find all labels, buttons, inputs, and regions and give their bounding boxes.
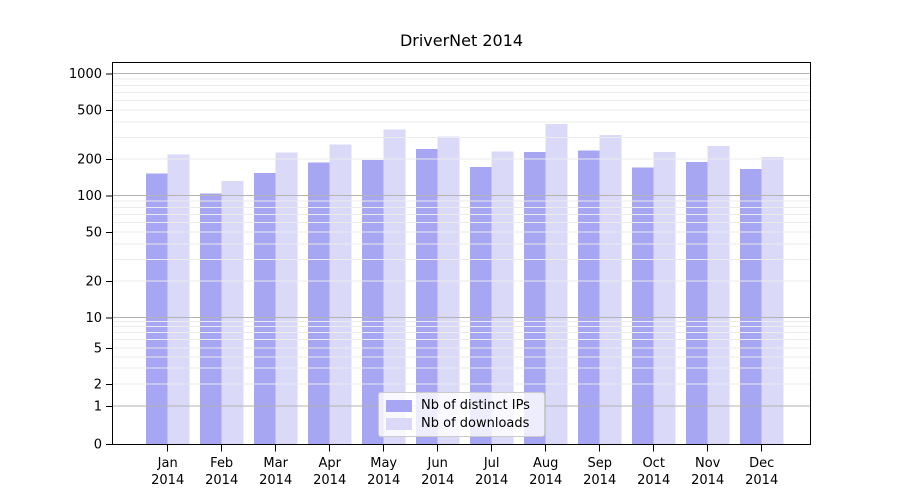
legend-label-distinct-ips: Nb of distinct IPs	[421, 398, 530, 413]
bar-nb-of-downloads-apr-2014	[329, 144, 352, 445]
chart-title: DriverNet 2014	[399, 31, 524, 50]
bar-nb-of-distinct-ips-may-2014	[362, 160, 384, 445]
legend-box: Nb of distinct IPs Nb of downloads	[378, 392, 545, 437]
x-tick-label-jan-2014: Jan 2014	[151, 456, 184, 488]
x-tick-label-apr-2014: Apr 2014	[313, 456, 346, 488]
bar-nb-of-downloads-jan-2014	[167, 154, 190, 445]
x-axis: Jan 2014 Feb 2014 Mar 2014 Apr 2014 May 2014 Jun 20…	[151, 445, 778, 488]
bar-nb-of-downloads-mar-2014	[275, 152, 298, 445]
bar-nb-of-downloads-may-2014	[383, 129, 406, 445]
bar-nb-of-downloads-aug-2014	[545, 124, 568, 445]
x-tick-label-oct-2014: Oct 2014	[637, 456, 670, 488]
y-tick-label: 0	[94, 438, 102, 453]
y-tick-label: 5	[94, 342, 102, 357]
bar-nb-of-distinct-ips-sep-2014	[578, 150, 600, 445]
x-tick-label-mar-2014: Mar 2014	[259, 456, 292, 488]
bar-nb-of-distinct-ips-jan-2014	[146, 173, 168, 445]
bar-nb-of-distinct-ips-nov-2014	[686, 162, 708, 445]
bar-nb-of-downloads-feb-2014	[221, 180, 244, 445]
x-tick-label-aug-2014: Aug 2014	[529, 456, 562, 488]
legend-entry-distinct-ips: Nb of distinct IPs	[386, 398, 538, 413]
y-tick-label: 1	[94, 400, 102, 415]
x-tick-label-may-2014: May 2014	[367, 456, 400, 488]
bar-nb-of-distinct-ips-dec-2014	[740, 169, 762, 445]
legend-entry-downloads: Nb of downloads	[386, 416, 538, 431]
bar-nb-of-downloads-oct-2014	[653, 151, 676, 445]
bar-nb-of-distinct-ips-jul-2014	[470, 167, 492, 445]
bar-nb-of-downloads-dec-2014	[761, 157, 784, 445]
x-tick-label-sep-2014: Sep 2014	[583, 456, 616, 488]
legend-swatch-downloads	[386, 417, 412, 430]
bar-nb-of-downloads-jun-2014	[437, 136, 460, 445]
legend-swatch-distinct-ips	[386, 399, 412, 412]
y-tick-label: 2	[94, 378, 102, 393]
x-tick-label-feb-2014: Feb 2014	[205, 456, 238, 488]
gridlines	[112, 73, 811, 407]
y-tick-label: 10	[85, 311, 102, 326]
bar-nb-of-downloads-nov-2014	[707, 146, 730, 445]
legend-label-downloads: Nb of downloads	[421, 416, 530, 431]
bar-nb-of-downloads-jul-2014	[491, 151, 514, 445]
bars	[146, 124, 784, 445]
bar-nb-of-distinct-ips-feb-2014	[200, 193, 222, 445]
bar-nb-of-distinct-ips-aug-2014	[524, 152, 546, 445]
bar-nb-of-downloads-sep-2014	[599, 135, 622, 445]
x-tick-label-nov-2014: Nov 2014	[691, 456, 724, 488]
bar-nb-of-distinct-ips-apr-2014	[308, 162, 330, 445]
y-tick-label: 20	[85, 274, 102, 289]
y-tick-label: 500	[77, 104, 102, 119]
x-tick-label-dec-2014: Dec 2014	[745, 456, 778, 488]
bar-nb-of-distinct-ips-mar-2014	[254, 173, 276, 445]
x-tick-label-jul-2014: Jul 2014	[475, 456, 508, 488]
y-tick-label: 200	[77, 152, 102, 167]
y-tick-label: 100	[77, 189, 102, 204]
plot-border	[112, 62, 811, 445]
y-tick-label: 50	[85, 226, 102, 241]
bar-nb-of-distinct-ips-oct-2014	[632, 167, 654, 445]
x-tick-label-jun-2014: Jun 2014	[421, 456, 454, 488]
y-tick-label: 1000	[69, 67, 102, 82]
